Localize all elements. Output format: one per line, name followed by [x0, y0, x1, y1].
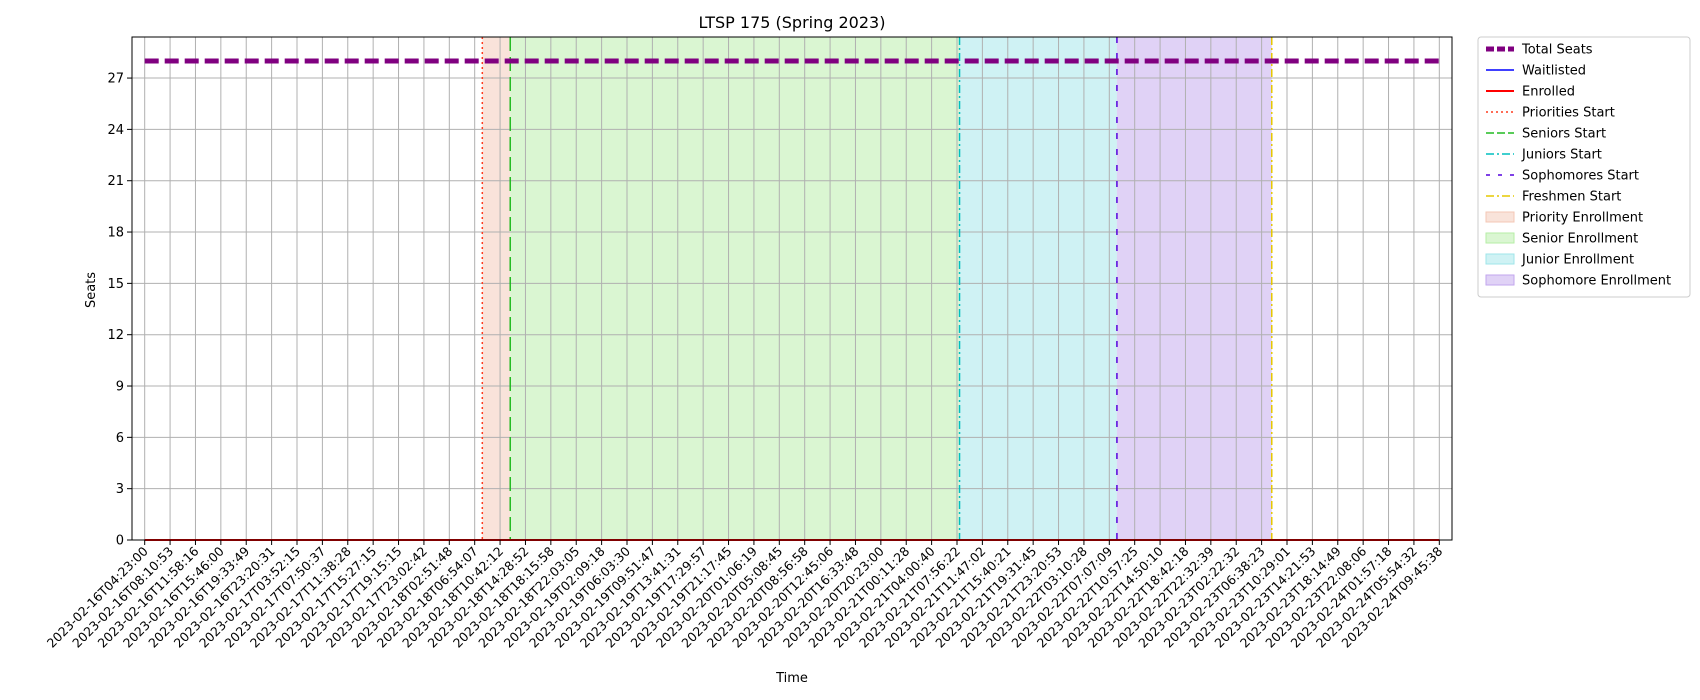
y-axis-ticks: 0 3 6 9 12 15 18 21 24 27 — [107, 72, 132, 549]
legend-swatch — [1485, 253, 1515, 265]
phase-start-lines — [481, 37, 1273, 540]
y-tick-label: 9 — [116, 380, 124, 395]
y-tick-label: 24 — [107, 123, 124, 138]
y-tick-label: 15 — [107, 277, 124, 292]
y-tick-label: 12 — [107, 328, 124, 343]
legend: Total Seats Waitlisted Enrolled Priorities … — [1477, 36, 1691, 298]
y-tick-label: 21 — [107, 174, 124, 189]
legend-entry: Priorities Start — [1522, 106, 1615, 121]
legend-frame — [1477, 36, 1691, 298]
legend-entry: Sophomores Start — [1522, 169, 1639, 184]
y-tick-label: 0 — [116, 534, 124, 549]
legend-swatch — [1485, 274, 1515, 286]
legend-swatch — [1485, 232, 1515, 244]
legend-entry: Sophomore Enrollment — [1522, 274, 1671, 289]
y-tick-label: 18 — [107, 226, 124, 241]
legend-entry: Freshmen Start — [1522, 190, 1621, 205]
legend-entry: Enrolled — [1522, 85, 1575, 100]
legend-entry: Junior Enrollment — [1521, 253, 1634, 268]
enrollment-spans — [482, 37, 1272, 540]
span-sophomore-enrollment — [1116, 37, 1272, 540]
span-priority-enrollment — [482, 37, 511, 540]
y-tick-label: 3 — [116, 482, 124, 497]
legend-entry: Seniors Start — [1522, 127, 1606, 142]
span-senior-enrollment — [510, 37, 960, 540]
span-junior-enrollment — [959, 37, 1117, 540]
legend-swatch — [1485, 211, 1515, 223]
plot-frame — [131, 36, 1453, 541]
legend-entry: Senior Enrollment — [1522, 232, 1638, 247]
grid-lines — [132, 37, 1452, 541]
legend-entry: Juniors Start — [1521, 148, 1602, 163]
x-axis-label: Time — [775, 671, 808, 686]
y-tick-label: 27 — [107, 72, 124, 87]
y-tick-label: 6 — [116, 431, 124, 446]
y-axis-label: Seats — [84, 272, 99, 308]
legend-entry: Total Seats — [1521, 43, 1593, 58]
x-axis-ticks: 2023-02-16T04:23:002023-02-16T08:10:5320… — [44, 540, 1445, 651]
legend-entry: Waitlisted — [1522, 64, 1586, 79]
chart-title: LTSP 175 (Spring 2023) — [699, 13, 886, 32]
legend-entry: Priority Enrollment — [1522, 211, 1643, 226]
